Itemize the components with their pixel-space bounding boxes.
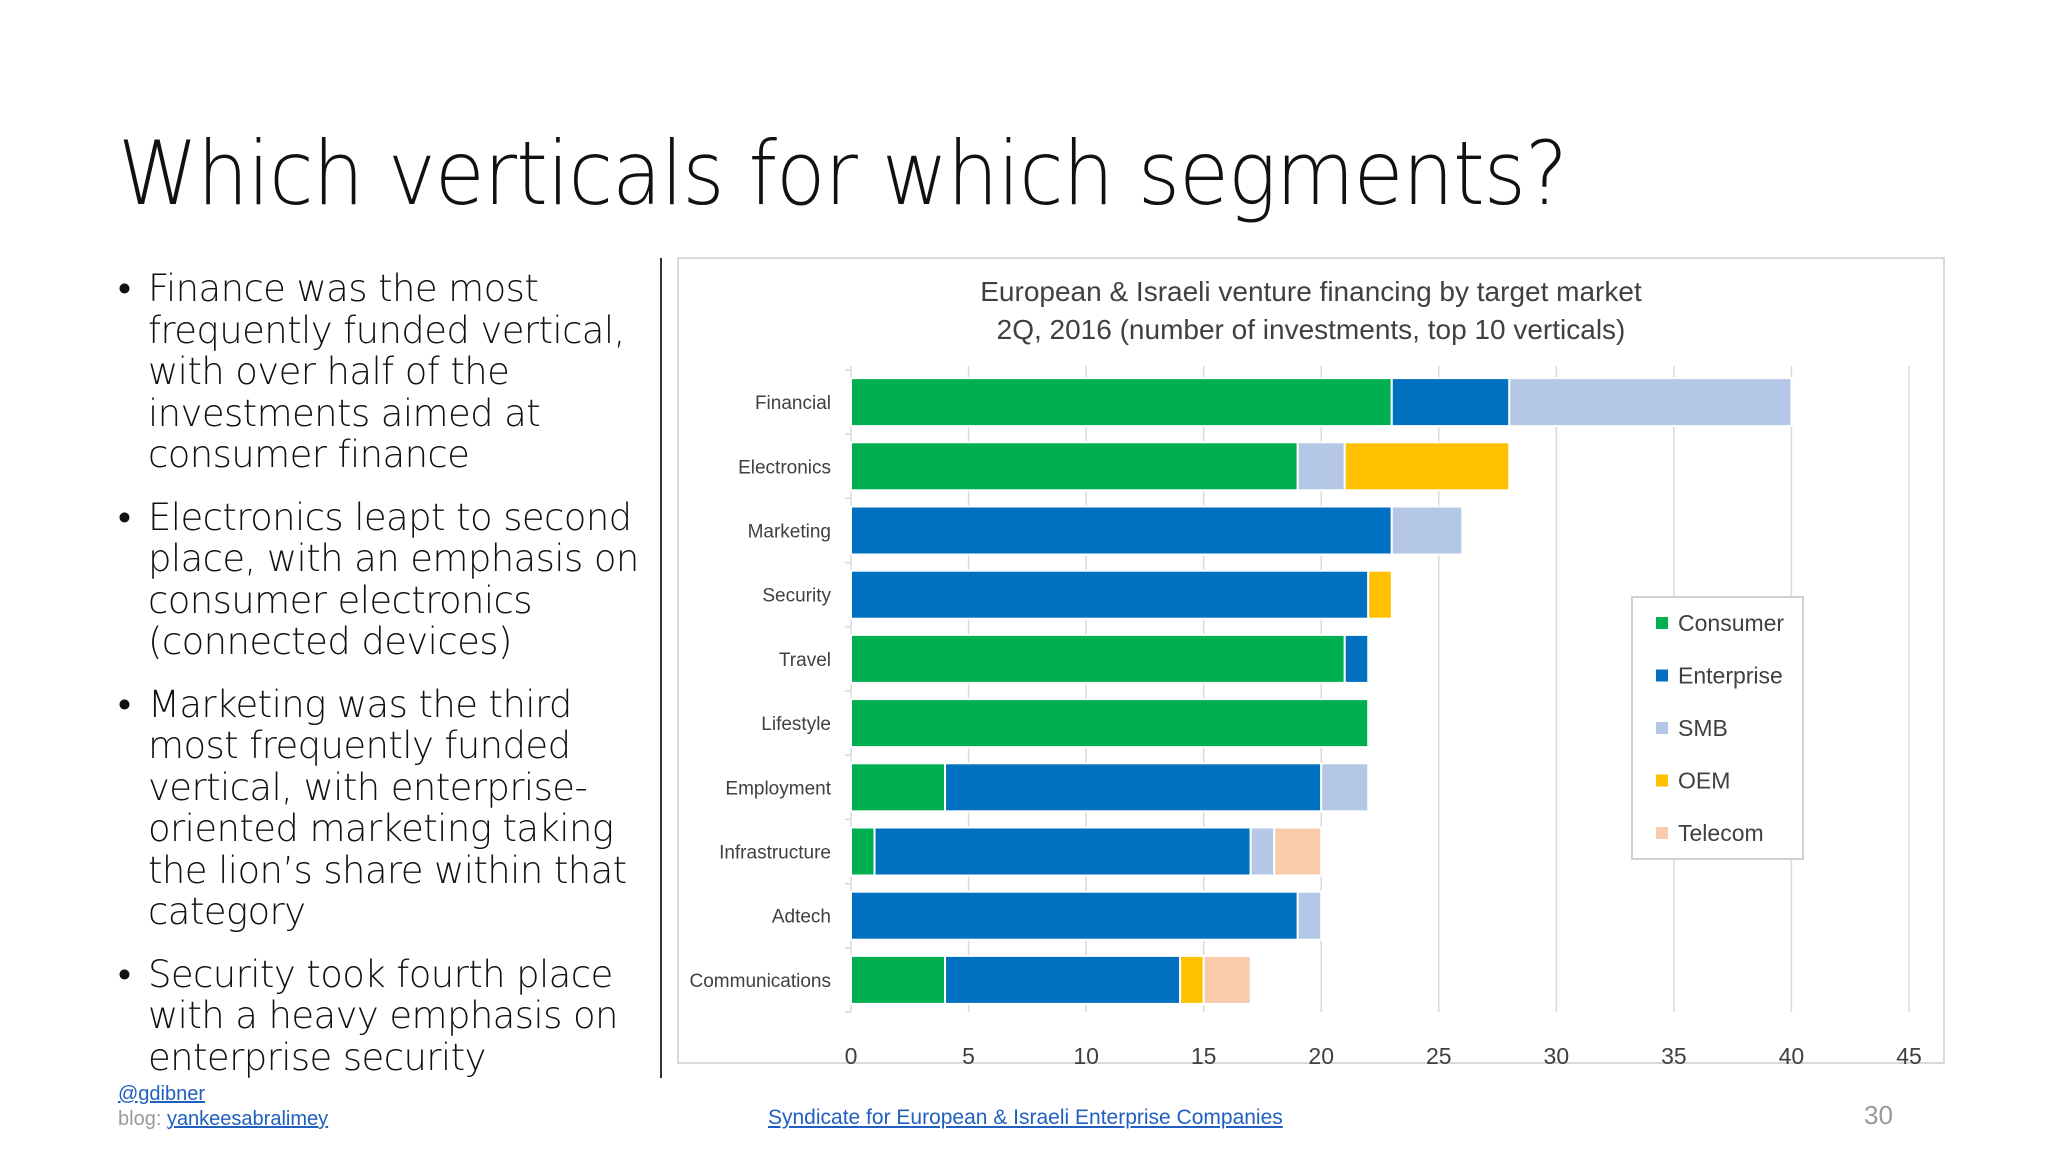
page-number: 30 — [1864, 1100, 1893, 1130]
chart-frame — [677, 257, 1945, 1064]
chart-title: European & Israeli venture financing by … — [980, 276, 1642, 307]
bullet-item: • Electronics leapt to second place, with… — [112, 495, 652, 663]
blog-label: blog: — [118, 1108, 167, 1130]
slide-title: Which verticals for which segments? — [118, 122, 1568, 225]
bullet-text: Finance was the most frequently funded v… — [148, 267, 625, 476]
bullet-item: • Marketing was the third most frequently… — [112, 682, 652, 933]
chart-title-block: European & Israeli venture financing by … — [677, 273, 1945, 349]
bullet-item: • Finance was the most frequently funded … — [112, 268, 652, 476]
bullet-text: Security took fourth place with a heavy … — [148, 952, 618, 1079]
bullet-text: Electronics leapt to second place, with … — [148, 495, 639, 663]
bullet-dot-icon: • — [118, 267, 131, 310]
bullet-list: • Finance was the most frequently funded … — [112, 268, 652, 1099]
chart-subtitle: 2Q, 2016 (number of investments, top 10 … — [996, 314, 1626, 345]
blog-link[interactable]: yankeesabralimey — [166, 1108, 329, 1130]
source-link[interactable]: Syndicate for European & Israeli Enterpr… — [768, 1106, 1283, 1129]
bullet-dot-icon: • — [118, 682, 131, 726]
bullet-item: • Security took fourth place with a heavy… — [112, 952, 652, 1079]
bullet-dot-icon: • — [118, 495, 131, 539]
twitter-link[interactable]: @gdibner — [118, 1083, 206, 1105]
bullet-text: Marketing was the third most frequently … — [148, 682, 627, 933]
divider-line — [660, 258, 662, 1078]
bullet-dot-icon: • — [118, 952, 131, 996]
blog-line: blog: yankeesabralimey — [118, 1108, 328, 1131]
